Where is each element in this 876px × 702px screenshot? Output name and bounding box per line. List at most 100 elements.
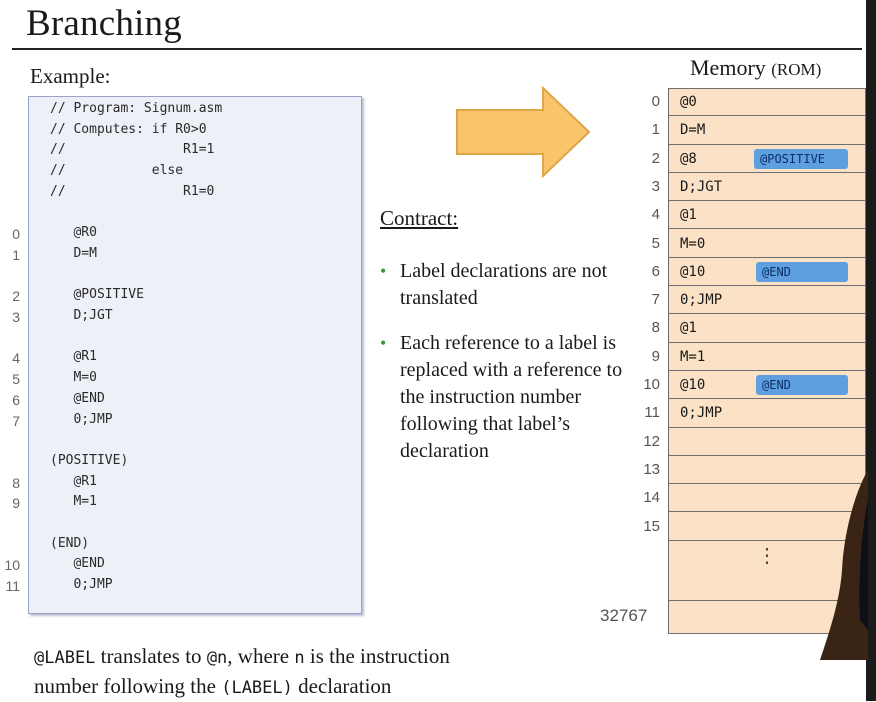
ellipsis-icon: ⋮ (757, 545, 777, 567)
code-line: // Computes: if R0>0 (50, 121, 207, 137)
label-reference-tag: @POSITIVE (754, 148, 848, 169)
code-line: (END) (50, 535, 90, 551)
memory-cell (669, 201, 865, 230)
memory-index: 5 (651, 234, 660, 252)
code-line: @R1 (50, 349, 97, 365)
code-line-number: 3 (12, 309, 20, 325)
code-line: @END (50, 556, 105, 572)
bullet-text: Each reference to a label is replaced wi… (400, 332, 623, 462)
label-reference-tag: @END (756, 375, 848, 395)
memory-index: 13 (643, 460, 660, 478)
code-line-number: 5 (12, 371, 20, 388)
memory-last-index: 32767 (600, 606, 648, 625)
footer-code: (LABEL) (221, 678, 293, 698)
memory-instruction: D;JGT (680, 178, 723, 195)
memory-cell-last (669, 600, 865, 632)
memory-cell (669, 456, 865, 485)
memory-instruction: M=0 (680, 235, 706, 252)
memory-title: Memory (ROM) (690, 55, 821, 81)
code-line: // else (50, 163, 184, 179)
code-line-number: 9 (12, 495, 20, 512)
memory-instruction: D=M (680, 122, 706, 139)
footer-code: n (294, 648, 305, 668)
code-line: D=M (50, 245, 97, 261)
memory-cell (669, 314, 865, 343)
example-label: Example: (30, 64, 111, 88)
memory-index: 12 (643, 432, 660, 450)
code-line: // R1=1 (50, 142, 215, 158)
memory-cell (669, 343, 865, 371)
code-line: M=0 (50, 370, 97, 386)
memory-index: 2 (651, 149, 660, 167)
footer-text: declaration (292, 674, 392, 698)
memory-cell (669, 513, 865, 541)
memory-cell (669, 258, 865, 287)
slide-title: Branching (26, 3, 182, 44)
memory-title-suffix: (ROM) (771, 60, 822, 79)
footer-text: is the instruction (304, 644, 450, 668)
memory-index: 14 (643, 489, 660, 507)
bullet-dot-icon: • (380, 261, 387, 281)
memory-index: 0 (651, 93, 660, 110)
memory-cell (669, 428, 865, 456)
contract-bullet: • Label declarations are not translated (380, 258, 630, 312)
footer-code: @LABEL (34, 648, 96, 668)
memory-instruction: @8 (680, 150, 697, 167)
memory-index: 8 (651, 319, 660, 337)
code-line: // Program: Signum.asm (50, 101, 223, 116)
memory-index: 15 (643, 517, 660, 535)
memory-cell (669, 286, 865, 315)
memory-index: 4 (651, 206, 660, 224)
memory-instruction: @0 (680, 94, 697, 110)
memory-cell (669, 399, 865, 428)
memory-column (668, 88, 866, 634)
right-arrow-icon (456, 86, 591, 178)
memory-instruction: @1 (680, 207, 697, 224)
memory-cell (669, 88, 865, 117)
memory-index: 7 (651, 291, 660, 309)
memory-index: 3 (651, 177, 660, 195)
code-line: @R0 (50, 225, 97, 241)
memory-index: 11 (644, 404, 660, 422)
code-line: 0;JMP (50, 577, 113, 593)
footer-text: number following the (34, 674, 222, 698)
code-line: (POSITIVE) (50, 452, 129, 468)
video-edge-bar (866, 0, 876, 701)
code-line: // R1=0 (50, 183, 215, 199)
memory-instruction: M=1 (680, 348, 706, 365)
footer-text: translates to (95, 644, 207, 668)
memory-index: 1 (651, 121, 660, 139)
code-line: D;JGT (50, 308, 113, 323)
memory-index: 10 (643, 376, 660, 393)
memory-instruction: 0;JMP (680, 292, 723, 309)
memory-instruction: @10 (680, 377, 706, 393)
code-line-number: 11 (5, 578, 20, 595)
code-line: 0;JMP (50, 411, 113, 427)
memory-cell (669, 484, 865, 513)
memory-index: 9 (651, 347, 660, 365)
code-line-number: 6 (12, 391, 20, 408)
footer-line-2: number following the (LABEL) declaration (34, 672, 450, 702)
memory-cell (669, 116, 865, 145)
code-line: @END (50, 390, 105, 406)
memory-instruction: 0;JMP (680, 405, 723, 422)
memory-index: 6 (651, 262, 660, 280)
footer-code: @n (206, 648, 228, 668)
code-line-number: 4 (12, 350, 20, 367)
label-reference-tag: @END (756, 261, 848, 282)
code-line-number: 8 (12, 474, 20, 491)
title-divider (12, 48, 862, 50)
contract-bullets: • Label declarations are not translated … (380, 258, 630, 483)
bullet-text: Label declarations are not translated (400, 260, 608, 309)
code-line-number: 1 (12, 246, 20, 263)
memory-cell (669, 230, 865, 258)
memory-instruction: @10 (680, 263, 706, 280)
code-line: @R1 (50, 473, 97, 489)
presenter-silhouette (820, 470, 868, 660)
memory-instruction: @1 (680, 320, 697, 337)
code-panel (28, 96, 362, 614)
code-line: M=1 (50, 494, 97, 510)
code-line-number: 7 (12, 412, 20, 429)
code-line-number: 0 (12, 226, 20, 243)
bullet-dot-icon: • (380, 333, 387, 353)
